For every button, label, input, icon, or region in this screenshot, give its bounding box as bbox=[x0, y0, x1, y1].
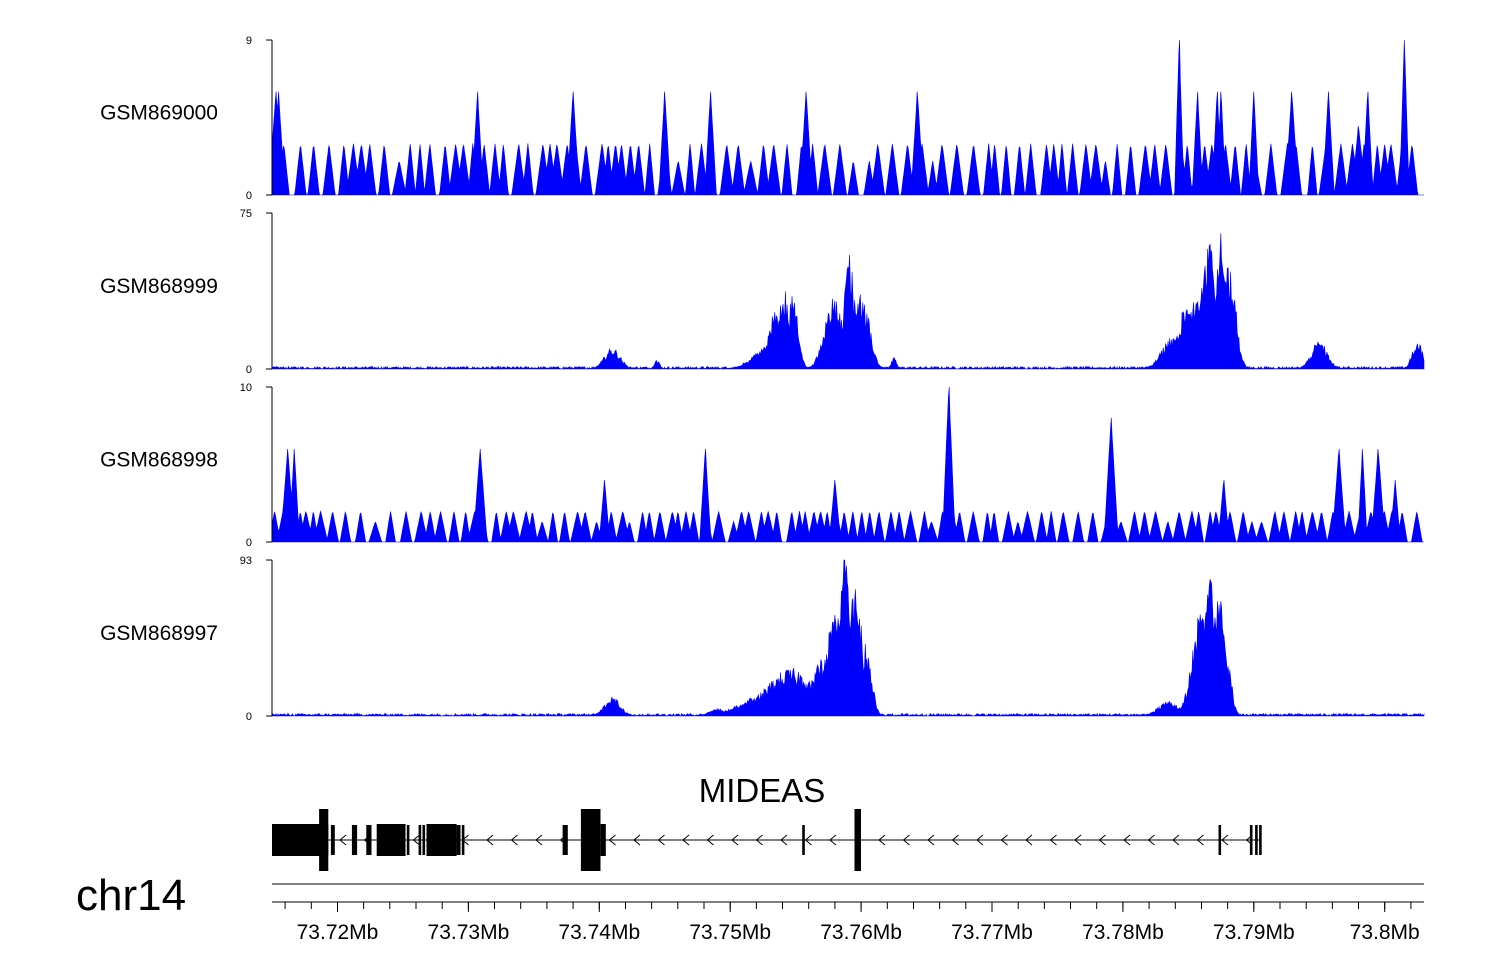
strand-arrow bbox=[682, 834, 690, 846]
strand-arrow bbox=[951, 834, 959, 846]
strand-arrow bbox=[976, 834, 984, 846]
exon bbox=[272, 824, 329, 856]
exon bbox=[426, 824, 457, 856]
track-gsm868998: 10 0 GSM868998 bbox=[100, 382, 1424, 549]
x-tick-label: 73.77Mb bbox=[951, 921, 1033, 944]
exon bbox=[802, 825, 805, 855]
strand-arrow bbox=[780, 834, 788, 846]
strand-arrow bbox=[1025, 834, 1033, 846]
y-max-label: 10 bbox=[240, 382, 252, 394]
y-max-label: 9 bbox=[246, 35, 252, 47]
strand-arrow bbox=[1172, 834, 1180, 846]
strand-arrow bbox=[804, 834, 812, 846]
strand-arrow bbox=[731, 834, 739, 846]
exon bbox=[562, 825, 568, 855]
y-min-label: 0 bbox=[246, 537, 252, 549]
exon bbox=[351, 825, 358, 855]
x-tick-label: 73.79Mb bbox=[1213, 921, 1295, 944]
exon bbox=[368, 825, 372, 855]
x-tick-label: 73.74Mb bbox=[558, 921, 640, 944]
coverage-area bbox=[271, 386, 1424, 544]
track-gsm868999: 75 0 GSM868999 bbox=[100, 208, 1425, 376]
coverage-area bbox=[271, 39, 1424, 196]
y-min-label: 0 bbox=[246, 190, 252, 202]
track-gsm869000: 9 0 GSM869000 bbox=[100, 35, 1424, 202]
strand-arrow bbox=[1221, 834, 1229, 846]
exon bbox=[1259, 825, 1262, 855]
y-max-label: 75 bbox=[240, 208, 252, 220]
track-label: GSM868998 bbox=[100, 449, 218, 472]
exon bbox=[319, 809, 329, 871]
strand-arrow bbox=[927, 834, 935, 846]
strand-arrow bbox=[1074, 834, 1082, 846]
exon bbox=[376, 824, 406, 856]
strand-arrow bbox=[1123, 834, 1131, 846]
track-label: GSM868997 bbox=[100, 622, 218, 645]
strand-arrow bbox=[706, 834, 714, 846]
y-min-label: 0 bbox=[246, 711, 252, 723]
exon bbox=[854, 809, 861, 871]
x-tick-label: 73.75Mb bbox=[689, 921, 771, 944]
x-tick-label: 73.76Mb bbox=[820, 921, 902, 944]
strand-arrow bbox=[657, 834, 665, 846]
strand-arrow bbox=[902, 834, 910, 846]
track-label: GSM869000 bbox=[100, 102, 218, 125]
strand-arrow bbox=[1147, 834, 1155, 846]
exon bbox=[1255, 825, 1258, 855]
strand-arrow bbox=[633, 834, 641, 846]
coverage-area bbox=[271, 559, 1425, 717]
strand-arrow bbox=[1000, 834, 1008, 846]
strand-arrow bbox=[608, 834, 616, 846]
exon bbox=[422, 825, 426, 855]
x-tick-label: 73.8Mb bbox=[1350, 921, 1420, 944]
track-gsm868997: 93 0 GSM868997 bbox=[100, 555, 1425, 723]
exon bbox=[461, 825, 465, 855]
y-min-label: 0 bbox=[246, 364, 252, 376]
y-max-label: 93 bbox=[240, 555, 252, 567]
chromosome-label: chr14 bbox=[76, 871, 186, 920]
exon bbox=[600, 824, 606, 856]
strand-arrow bbox=[829, 834, 837, 846]
strand-arrow bbox=[486, 834, 494, 846]
strand-arrow bbox=[535, 834, 543, 846]
strand-arrow bbox=[1098, 834, 1106, 846]
exon bbox=[1249, 825, 1253, 855]
exon bbox=[330, 825, 335, 855]
strand-arrow bbox=[878, 834, 886, 846]
gene-model-mideas: MIDEAS bbox=[272, 772, 1262, 871]
track-label: GSM868999 bbox=[100, 275, 218, 298]
gene-name-label: MIDEAS bbox=[699, 772, 826, 809]
x-tick-label: 73.78Mb bbox=[1082, 921, 1164, 944]
x-axis: 73.72Mb 73.73Mb 73.74Mb 73.75Mb 73.76Mb 73.77… bbox=[272, 883, 1424, 944]
exon bbox=[1218, 825, 1222, 855]
exon bbox=[406, 825, 410, 855]
strand-arrow bbox=[755, 834, 763, 846]
x-tick-label: 73.72Mb bbox=[297, 921, 379, 944]
strand-arrow bbox=[412, 834, 420, 846]
exon bbox=[418, 825, 422, 855]
strand-arrow bbox=[339, 834, 347, 846]
strand-arrow bbox=[1196, 834, 1204, 846]
x-tick-label: 73.73Mb bbox=[428, 921, 510, 944]
coverage-area bbox=[271, 233, 1425, 370]
exon bbox=[456, 825, 461, 855]
strand-arrow bbox=[510, 834, 518, 846]
exon bbox=[580, 809, 601, 871]
strand-arrow bbox=[1049, 834, 1057, 846]
